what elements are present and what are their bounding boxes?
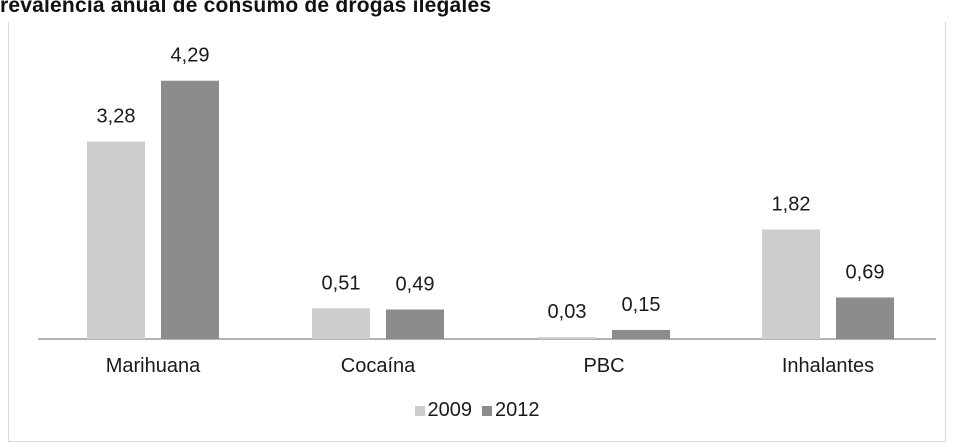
bar-pbc-2009 [538,337,596,339]
bar-marihuana-2012 [161,80,219,339]
category-label-cocaina: Cocaína [341,355,416,377]
data-label-inhalantes-2012: 0,69 [846,261,885,283]
category-labels-group: Marihuana Cocaína PBC Inhalantes [106,355,874,377]
bar-cocaina-2012 [386,309,444,339]
data-label-cocaina-2009: 0,51 [322,272,361,294]
category-label-inhalantes: Inhalantes [782,355,874,377]
bar-cocaina-2009 [312,308,370,339]
legend-item-2009: 2009 [414,399,473,422]
bars-group [87,80,894,339]
legend: 2009 2012 [0,399,954,422]
data-label-cocaina-2012: 0,49 [396,274,435,296]
chart-frame [8,22,946,442]
bar-inhalantes-2009 [762,229,820,339]
data-labels-group: 3,28 4,29 0,51 0,49 0,03 0,15 1,82 0,69 [97,45,885,323]
legend-swatch-2012 [482,405,492,416]
data-label-marihuana-2009: 3,28 [97,106,136,128]
data-label-pbc-2009: 0,03 [548,301,587,323]
bar-inhalantes-2012 [836,297,894,339]
legend-label-2009: 2009 [427,399,473,421]
bar-pbc-2012 [612,329,670,339]
data-label-pbc-2012: 0,15 [622,294,661,316]
bar-marihuana-2009 [87,141,145,339]
chart-title: revalencia anual de consumo de drogas il… [0,0,492,17]
legend-item-2012: 2012 [482,399,540,422]
category-label-pbc: PBC [583,355,624,377]
category-label-marihuana: Marihuana [106,355,201,377]
legend-label-2012: 2012 [495,399,540,421]
data-label-marihuana-2012: 4,29 [171,45,210,67]
data-label-inhalantes-2009: 1,82 [772,193,811,215]
legend-swatch-2009 [414,405,425,416]
